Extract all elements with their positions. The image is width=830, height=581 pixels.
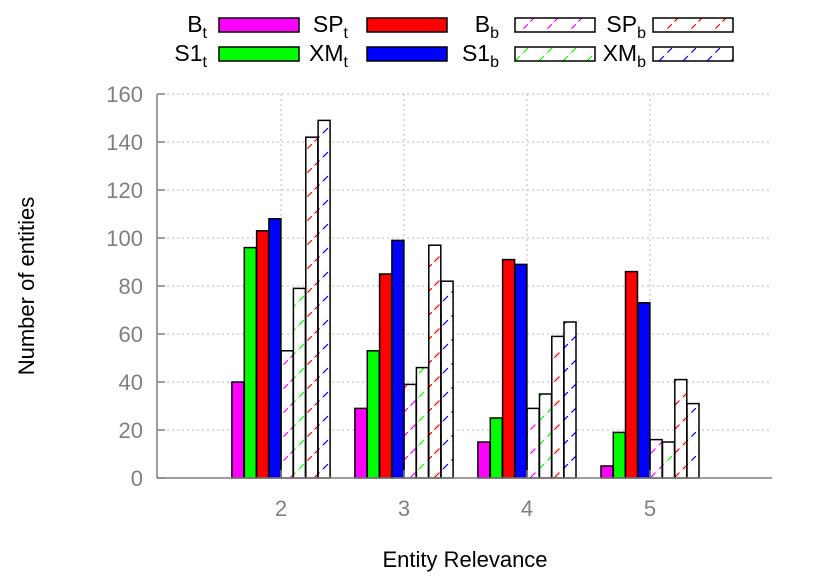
axes [156, 93, 772, 479]
bar-s1-t-3 [366, 350, 381, 479]
legend-swatch-xm-t [366, 46, 448, 62]
y-tick-label: 140 [106, 130, 143, 155]
bar-b-t-5 [600, 465, 614, 479]
y-tick-label: 0 [131, 466, 143, 491]
legend-swatch-s1-t [218, 46, 300, 62]
bar-xm-t-3 [391, 239, 405, 479]
x-axis-label: Entity Relevance [382, 547, 547, 572]
x-tick-label: 5 [644, 496, 656, 521]
y-tick-label: 80 [119, 274, 143, 299]
bar-sp-b-4 [551, 335, 565, 479]
legend-swatch-s1-b [514, 46, 596, 62]
bar-b-t-3 [354, 407, 368, 479]
legend-label-s1-t: S1t [174, 40, 207, 71]
y-tick-label: 60 [119, 322, 143, 347]
bar-s1-b-4 [538, 393, 553, 479]
y-tick-label: 40 [119, 370, 143, 395]
bar-s1-t-5 [612, 431, 627, 479]
x-tick-labels: 2 3 4 5 [275, 496, 656, 521]
legend-swatch-xm-b [652, 46, 734, 62]
legend: Bt SPt Bb SPb S1t XMt S1b XMb [174, 11, 734, 71]
legend-label-b-b: Bb [475, 11, 499, 42]
bar-b-t-4 [477, 441, 491, 479]
bar-sp-b-3 [428, 244, 442, 479]
bar-b-b-2 [280, 350, 294, 479]
x-tick-label: 4 [521, 496, 533, 521]
y-tick-label: 160 [106, 82, 143, 107]
bars [231, 119, 700, 479]
bar-s1-b-2 [292, 287, 307, 479]
bar-sp-t-4 [501, 258, 516, 479]
bar-xm-b-5 [686, 402, 700, 479]
y-tick-label: 120 [106, 178, 143, 203]
bar-b-b-3 [403, 383, 417, 479]
bar-xm-b-2 [317, 119, 331, 479]
bar-b-b-5 [649, 438, 663, 479]
legend-label-s1-b: S1b [462, 40, 499, 71]
legend-label-sp-b: SPb [606, 11, 646, 42]
bar-s1-b-3 [415, 366, 430, 479]
x-tick-label: 2 [275, 496, 287, 521]
y-tick-label: 100 [106, 226, 143, 251]
legend-label-xm-b: XMb [603, 40, 647, 71]
bar-sp-t-2 [255, 230, 270, 479]
legend-swatch-b-b [514, 17, 596, 33]
legend-swatch-sp-b [652, 17, 734, 33]
legend-swatch-b-t [218, 17, 300, 33]
bar-xm-t-5 [637, 302, 651, 479]
bar-xm-b-4 [563, 321, 577, 479]
bar-s1-b-5 [661, 441, 676, 479]
y-axis-label: Number of entities [14, 197, 39, 376]
bar-s1-t-2 [243, 246, 258, 479]
legend-label-b-t: Bt [187, 11, 207, 42]
bar-sp-t-5 [624, 270, 639, 479]
legend-label-xm-t: XMt [309, 40, 349, 71]
bar-xm-t-4 [514, 263, 528, 479]
bar-sp-b-2 [305, 136, 319, 479]
legend-swatch-sp-t [366, 17, 448, 33]
bar-xm-b-3 [440, 280, 454, 479]
bar-xm-t-2 [268, 218, 282, 479]
bar-b-b-4 [526, 407, 540, 479]
legend-label-sp-t: SPt [313, 11, 349, 42]
x-tick-label: 3 [398, 496, 410, 521]
bar-b-t-2 [231, 381, 245, 479]
bar-s1-t-4 [489, 417, 504, 479]
bar-sp-t-3 [378, 273, 393, 479]
y-tick-label: 20 [119, 418, 143, 443]
bar-sp-b-5 [674, 378, 688, 479]
y-tick-labels: 0 20 40 60 80 100 120 140 160 [106, 82, 143, 491]
